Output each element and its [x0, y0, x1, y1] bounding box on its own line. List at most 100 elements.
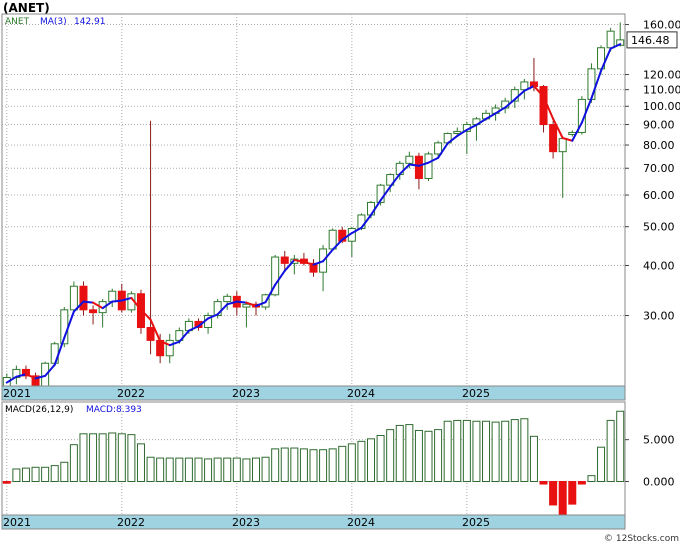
macd-bar — [424, 430, 433, 483]
ma-line-segment — [504, 98, 516, 109]
ma-line-segment — [120, 296, 133, 302]
macd-bar — [261, 456, 270, 483]
macd-bar — [41, 466, 50, 483]
candle-body — [549, 124, 558, 153]
ma-line-segment — [580, 97, 593, 124]
macd-bar — [223, 457, 232, 483]
macd-bar — [491, 421, 500, 483]
price-tick-label: 60.00 — [643, 189, 675, 202]
ma-line-segment — [370, 199, 382, 216]
ma-line-segment — [226, 300, 238, 306]
ma-line-segment — [609, 43, 622, 50]
macd-bar — [328, 448, 337, 483]
candle-body — [280, 256, 289, 264]
ma-line-segment — [494, 106, 507, 115]
macd-bar — [520, 418, 529, 483]
macd-bar — [69, 444, 78, 483]
legend-ma-value: 142.91 — [74, 17, 106, 27]
macd-bar — [21, 467, 30, 483]
macd-bar — [587, 475, 596, 483]
ma-line-segment — [34, 374, 47, 380]
macd-year-label: 2024 — [347, 516, 375, 529]
macd-bar — [539, 481, 548, 485]
macd-panel: 0.000 5.000 MACD(26,12,9) MACD:8.393 2021 202… — [1, 401, 675, 530]
ma-line-segment — [302, 261, 315, 266]
ma-line-segment — [561, 136, 574, 142]
candle-body — [405, 155, 414, 164]
macd-bar — [482, 420, 491, 483]
macd-year-label: 2023 — [232, 516, 260, 529]
watermark: © 12Stocks.com — [604, 534, 679, 544]
macd-bar — [347, 443, 356, 483]
candle-body — [213, 301, 222, 317]
ma-line-segment — [427, 156, 440, 164]
candle-body — [558, 138, 567, 153]
ma-line-segment — [293, 258, 305, 264]
ma-line-segment — [72, 300, 85, 313]
ma-line-segment — [82, 300, 95, 304]
ma-line-segment — [235, 300, 248, 304]
ma-line-segment — [465, 123, 478, 131]
macd-bar — [529, 435, 538, 483]
ma-line-segment — [24, 373, 37, 380]
ma-line-segment — [254, 301, 267, 307]
ma-line-segment — [600, 47, 612, 72]
candle-body — [271, 256, 280, 296]
ma-line-segment — [5, 375, 18, 384]
price-panel: 30.00 40.00 50.00 60.00 70.00 80.00 90.00 100.0… — [1, 13, 680, 401]
macd-bar — [280, 447, 289, 483]
ma-line-segment — [542, 95, 555, 120]
last-price-label: 146.48 — [631, 34, 670, 47]
macd-bar — [136, 443, 145, 483]
macd-bar — [405, 424, 414, 483]
ma-line-segment — [187, 325, 200, 332]
ma-line-segment — [350, 226, 363, 235]
ma-line-segment — [139, 308, 152, 321]
macd-bar — [568, 481, 577, 505]
macd-bar — [204, 458, 213, 483]
ma-line-segment — [456, 128, 468, 137]
candle-body — [338, 229, 347, 242]
macd-bar — [271, 448, 280, 483]
macd-year-axis-bar — [1, 514, 626, 530]
ma-line-segment — [379, 185, 392, 202]
macd-bar — [357, 440, 366, 483]
ma-line-segment — [408, 163, 420, 167]
ma-line-segment — [178, 329, 190, 343]
macd-bar — [616, 410, 625, 483]
macd-year-label: 2025 — [462, 516, 490, 529]
macd-bar — [386, 429, 395, 483]
macd-bar — [2, 481, 11, 484]
price-year-label: 2023 — [232, 387, 260, 400]
chart-title: (ANET) — [3, 1, 50, 15]
macd-tick-label: 5.000 — [643, 434, 675, 447]
price-tick-label: 160.00 — [643, 19, 680, 32]
ma-line-segment — [475, 117, 488, 126]
macd-bar — [453, 419, 462, 483]
macd-bar — [31, 466, 40, 483]
candle-body — [223, 295, 232, 303]
ma-line-segment — [437, 142, 449, 159]
macd-bar — [501, 420, 510, 483]
candle-body — [424, 153, 433, 179]
macd-bar — [156, 457, 165, 483]
ma-line-segment — [590, 69, 603, 100]
candle-body — [414, 155, 423, 179]
ma-line-segment — [389, 173, 401, 188]
ma-line-segment — [130, 296, 142, 311]
candle-body — [165, 339, 174, 357]
ma-line-segment — [322, 248, 334, 263]
macd-year-label: 2022 — [117, 516, 145, 529]
price-tick-label: 110.00 — [643, 84, 680, 97]
macd-legend-label: MACD(26,12,9) — [5, 405, 73, 415]
macd-bar — [117, 433, 126, 483]
macd-bar — [184, 457, 193, 483]
ma-line-segment — [197, 317, 210, 328]
price-tick-label: 40.00 — [643, 260, 675, 273]
ma-line-segment — [168, 340, 181, 347]
macd-bar — [549, 481, 558, 506]
macd-bar — [367, 438, 376, 483]
ma-line-segment — [44, 363, 56, 377]
macd-bar — [434, 429, 443, 483]
